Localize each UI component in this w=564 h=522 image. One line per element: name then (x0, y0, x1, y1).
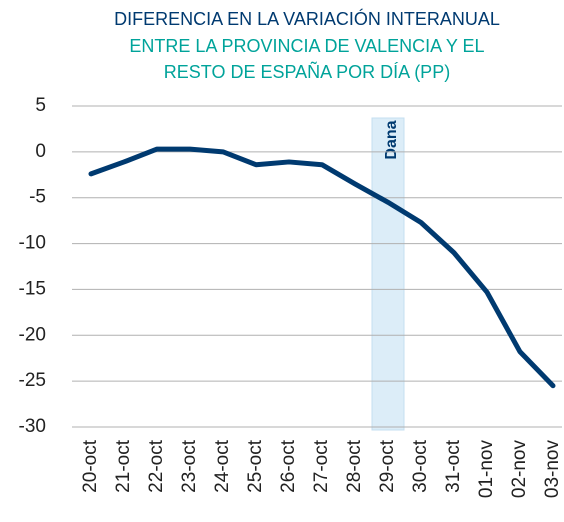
x-tick-label: 30-oct (410, 439, 431, 493)
x-tick-label: 28-oct (344, 439, 365, 493)
y-tick-label: 5 (35, 95, 46, 116)
x-tick-label: 27-oct (311, 439, 332, 493)
line-series (88, 146, 556, 389)
y-tick-label: -30 (19, 416, 46, 437)
highlight-band (371, 117, 405, 431)
x-tick-label: 26-oct (278, 439, 299, 493)
chart-title: DIFERENCIA EN LA VARIACIÓN INTERANUAL (114, 8, 500, 29)
x-tick-label: 03-nov (542, 440, 563, 499)
x-tick-label: 02-nov (509, 440, 530, 499)
y-tick-label: -5 (29, 187, 46, 208)
highlight-label: Dana (383, 120, 400, 159)
x-tick-label: 20-oct (80, 439, 101, 493)
chart-subtitle: ENTRE LA PROVINCIA DE VALENCIA Y EL (129, 36, 484, 56)
x-tick-label: 31-oct (443, 439, 464, 493)
x-tick-label: 21-oct (113, 439, 134, 493)
x-tick-label: 25-oct (245, 439, 266, 493)
x-tick-label: 23-oct (179, 439, 200, 493)
x-tick-label: 01-nov (476, 440, 497, 499)
x-tick-label: 29-oct (377, 439, 398, 493)
x-tick-label: 24-oct (212, 439, 233, 493)
y-tick-label: 0 (35, 141, 46, 162)
x-tick-label: 22-oct (146, 439, 167, 493)
chart-subtitle: RESTO DE ESPAÑA POR DÍA (PP) (164, 61, 450, 82)
y-tick-label: -15 (19, 278, 46, 299)
y-tick-label: -20 (19, 324, 46, 345)
y-tick-label: -10 (19, 233, 46, 254)
y-tick-label: -25 (19, 370, 46, 391)
